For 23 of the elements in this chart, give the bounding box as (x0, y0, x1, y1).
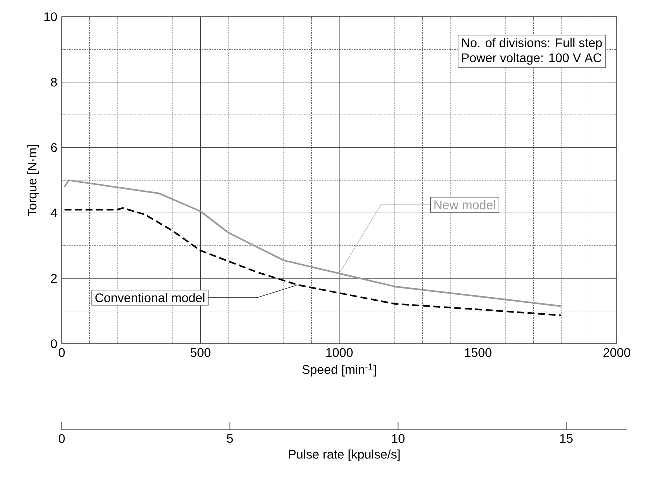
x2-axis-title: Pulse rate [kpulse/s] (289, 450, 400, 462)
text: New model (434, 200, 496, 210)
x2-tick-label: 5 (227, 434, 234, 444)
x-axis-title: Speed [min$^{-1}$] (302, 364, 376, 377)
x-tick-label: 1500 (465, 348, 492, 358)
annotation: No. of divisions: Full step (462, 38, 602, 50)
y-axis-title: Torque [N·m] (28, 145, 40, 216)
annotation: Power voltage: 100 V AC (462, 53, 602, 65)
y-tick-label: 10 (44, 12, 58, 22)
x-tick-label: 500 (190, 348, 211, 358)
x2-tick-label: 0 (59, 434, 65, 444)
y-tick-label: 2 (51, 274, 58, 283)
line-series (64, 180, 562, 308)
x2-tick-label: 10 (392, 434, 405, 444)
text: Conventional model (96, 293, 205, 302)
y-tick-label: 4 (50, 208, 58, 218)
x2-tick-label: 15 (560, 434, 573, 444)
y-tick-label: 0 (51, 340, 58, 348)
y-tick-label: 6 (51, 143, 58, 152)
y-tick-label: 8 (51, 78, 58, 87)
x-tick-label: 1000 (326, 348, 353, 358)
x-tick-label: 0 (59, 348, 65, 358)
x-tick-label: 2000 (604, 348, 630, 358)
